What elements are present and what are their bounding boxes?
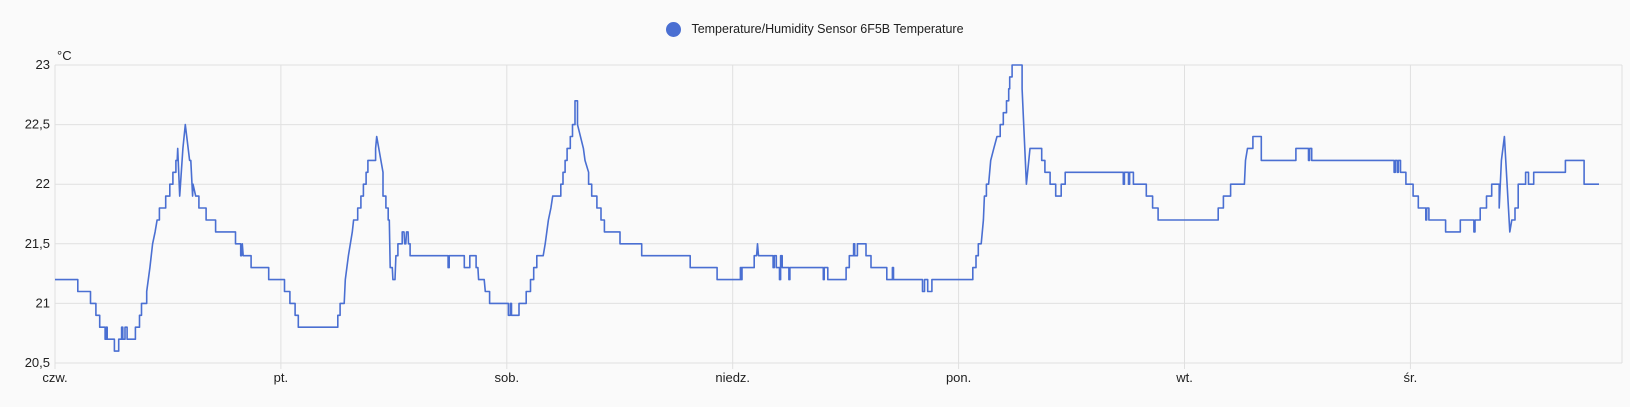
x-tick-label: śr. [1404,370,1418,385]
y-tick-label: 21 [36,295,50,310]
x-tick-label: sob. [495,370,520,385]
x-tick-label: czw. [42,370,67,385]
series-line [55,64,1599,352]
y-axis-unit-label: °C [57,48,72,63]
y-tick-label: 20,5 [25,355,50,370]
y-tick-label: 23 [36,57,50,72]
x-tick-label: wt. [1175,370,1193,385]
y-tick-label: 22,5 [25,117,50,132]
y-tick-label: 22 [36,176,50,191]
x-tick-label: pt. [274,370,288,385]
x-tick-label: niedz. [715,370,750,385]
legend: Temperature/Humidity Sensor 6F5B Tempera… [0,18,1630,40]
legend-color-dot [666,21,682,37]
legend-item[interactable]: Temperature/Humidity Sensor 6F5B Tempera… [666,21,964,37]
y-tick-label: 21,5 [25,236,50,251]
legend-label: Temperature/Humidity Sensor 6F5B Tempera… [691,22,964,36]
x-tick-label: pon. [946,370,971,385]
